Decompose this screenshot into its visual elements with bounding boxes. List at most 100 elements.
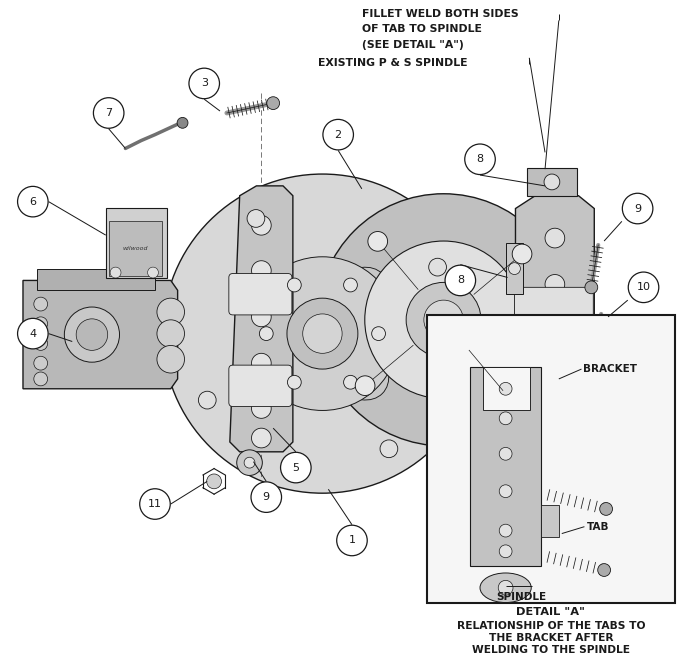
Circle shape	[251, 307, 271, 327]
Circle shape	[148, 267, 158, 278]
Circle shape	[244, 457, 255, 468]
Circle shape	[365, 241, 522, 399]
Circle shape	[177, 117, 188, 129]
Text: 2: 2	[335, 130, 342, 140]
Circle shape	[302, 314, 342, 354]
FancyBboxPatch shape	[505, 243, 524, 295]
Circle shape	[356, 376, 375, 396]
Text: 1: 1	[349, 535, 356, 546]
FancyBboxPatch shape	[527, 168, 577, 195]
Text: 9: 9	[634, 203, 641, 213]
Circle shape	[246, 256, 399, 411]
Polygon shape	[23, 280, 178, 389]
Text: 10: 10	[636, 282, 650, 293]
Circle shape	[251, 215, 271, 235]
Text: TAB: TAB	[587, 522, 609, 531]
Circle shape	[198, 391, 216, 409]
Text: THE BRACKET AFTER: THE BRACKET AFTER	[489, 633, 613, 643]
Circle shape	[545, 228, 565, 248]
Text: 3: 3	[201, 79, 208, 89]
Circle shape	[499, 447, 512, 461]
Circle shape	[34, 317, 48, 331]
Polygon shape	[515, 195, 594, 409]
Circle shape	[140, 489, 170, 520]
Text: 7: 7	[105, 108, 112, 118]
Circle shape	[267, 96, 279, 110]
Ellipse shape	[326, 267, 388, 331]
Circle shape	[281, 452, 311, 483]
Circle shape	[545, 366, 565, 386]
Circle shape	[337, 525, 368, 556]
Circle shape	[251, 482, 281, 512]
Text: 8: 8	[457, 276, 464, 285]
Circle shape	[157, 320, 185, 348]
Circle shape	[622, 194, 653, 224]
Text: (SEE DETAIL "A"): (SEE DETAIL "A")	[362, 40, 463, 50]
Circle shape	[34, 372, 48, 386]
Text: DETAIL "A": DETAIL "A"	[517, 607, 585, 617]
Circle shape	[344, 375, 358, 389]
FancyBboxPatch shape	[108, 221, 162, 276]
Circle shape	[318, 194, 570, 446]
Ellipse shape	[326, 337, 388, 400]
Circle shape	[157, 298, 185, 326]
Text: RELATIONSHIP OF THE TABS TO: RELATIONSHIP OF THE TABS TO	[456, 621, 645, 631]
Circle shape	[600, 502, 612, 516]
Text: FILLET WELD BOTH SIDES: FILLET WELD BOTH SIDES	[362, 9, 519, 18]
Circle shape	[445, 265, 475, 296]
Circle shape	[588, 347, 601, 359]
Circle shape	[157, 346, 185, 373]
Circle shape	[499, 412, 512, 424]
Circle shape	[76, 319, 108, 350]
Text: BRACKET: BRACKET	[583, 364, 638, 374]
Text: 11: 11	[148, 499, 162, 509]
Circle shape	[237, 450, 262, 476]
Circle shape	[498, 581, 513, 595]
FancyBboxPatch shape	[37, 268, 155, 291]
Circle shape	[544, 174, 560, 190]
Text: EXISTING P & S SPINDLE: EXISTING P & S SPINDLE	[318, 58, 468, 68]
Circle shape	[545, 322, 565, 342]
Circle shape	[251, 428, 271, 448]
Circle shape	[260, 327, 273, 340]
Text: 6: 6	[29, 197, 36, 207]
Circle shape	[499, 485, 512, 498]
Ellipse shape	[256, 267, 319, 331]
Circle shape	[251, 354, 271, 373]
Circle shape	[64, 307, 120, 362]
Text: OF TAB TO SPINDLE: OF TAB TO SPINDLE	[362, 24, 482, 34]
Circle shape	[189, 68, 220, 98]
Circle shape	[344, 278, 358, 292]
Circle shape	[465, 144, 496, 174]
Circle shape	[500, 388, 519, 408]
Circle shape	[93, 98, 124, 129]
Circle shape	[545, 274, 565, 295]
Ellipse shape	[480, 573, 531, 602]
Ellipse shape	[256, 337, 319, 400]
Circle shape	[206, 474, 221, 489]
Circle shape	[598, 564, 610, 577]
FancyBboxPatch shape	[541, 505, 559, 537]
Circle shape	[424, 300, 463, 340]
Circle shape	[163, 174, 482, 493]
Circle shape	[18, 318, 48, 349]
Circle shape	[18, 186, 48, 217]
Circle shape	[110, 267, 121, 278]
Circle shape	[323, 119, 354, 150]
Circle shape	[247, 210, 265, 228]
Circle shape	[251, 399, 271, 419]
Circle shape	[509, 262, 520, 274]
FancyBboxPatch shape	[514, 287, 594, 327]
Circle shape	[499, 382, 512, 395]
Circle shape	[499, 545, 512, 558]
Text: 5: 5	[293, 462, 300, 472]
Text: WELDING TO THE SPINDLE: WELDING TO THE SPINDLE	[472, 645, 630, 655]
FancyBboxPatch shape	[483, 367, 531, 411]
Circle shape	[372, 327, 386, 340]
Circle shape	[428, 258, 447, 276]
Circle shape	[34, 356, 48, 370]
Circle shape	[34, 337, 48, 350]
Circle shape	[34, 297, 48, 311]
Circle shape	[499, 524, 512, 537]
FancyBboxPatch shape	[229, 365, 292, 407]
